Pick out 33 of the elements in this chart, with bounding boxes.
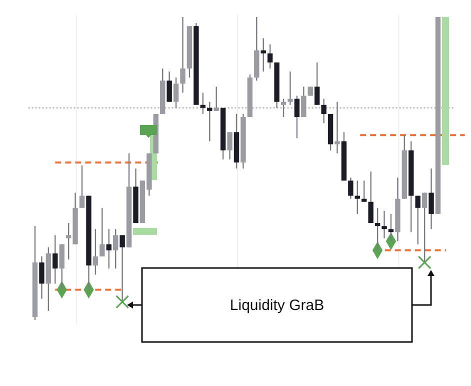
candlestick (227, 132, 232, 160)
candlestick (267, 44, 273, 70)
candlestick (166, 70, 172, 102)
candlestick (415, 195, 420, 245)
candlestick (362, 180, 367, 202)
candlestick (321, 98, 326, 124)
candlestick (334, 101, 340, 154)
candlestick (368, 170, 374, 224)
candlestick (428, 168, 434, 230)
candlestick (92, 228, 98, 276)
candlestick (106, 228, 112, 270)
candlestick (422, 192, 428, 264)
annotation: Liquidity GraB (230, 297, 324, 314)
candlestick (288, 70, 293, 106)
candlestick (79, 164, 85, 208)
candlestick (52, 234, 58, 284)
candlestick (294, 95, 300, 139)
candlestick (200, 92, 206, 115)
candlestick (180, 16, 186, 94)
candlestick (120, 234, 125, 302)
candlestick (301, 86, 306, 118)
candlestick (39, 256, 44, 300)
candlestick (388, 213, 394, 242)
candlestick (348, 176, 354, 200)
candlestick (113, 228, 118, 270)
candlestick (100, 207, 105, 257)
candlestick (382, 210, 387, 239)
candlestick (308, 86, 313, 96)
candlestick (260, 38, 266, 72)
candlestick (354, 180, 360, 215)
candlestick (207, 101, 212, 142)
candlestick (314, 62, 320, 106)
candlestick (374, 207, 380, 251)
